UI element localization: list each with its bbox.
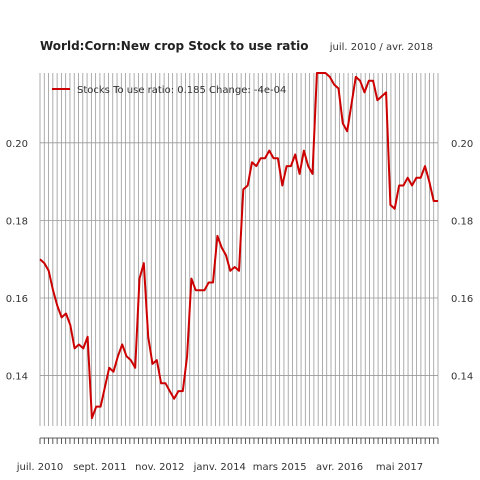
legend: Stocks To use ratio: 0.185 Change: -4e-0…: [52, 85, 286, 96]
y-tick-label-left: 0.20: [6, 139, 28, 150]
x-tick-label: juil. 2010: [16, 462, 63, 473]
x-tick-label: janv. 2014: [193, 462, 246, 473]
y-tick-label-left: 0.14: [6, 372, 28, 383]
y-tick-label-left: 0.18: [6, 216, 28, 227]
y-tick-label-right: 0.14: [451, 372, 473, 383]
y-tick-label-right: 0.18: [451, 216, 473, 227]
series-line: [39, 72, 438, 420]
x-tick-label: sept. 2011: [73, 462, 126, 473]
axes: 0.14 0.14 0.16 0.16 0.18 0.18 0.20 0.20 juil. 20…: [6, 139, 474, 473]
x-tick-label: avr. 2016: [316, 462, 363, 473]
date-range-label: juil. 2010 / avr. 2018: [329, 42, 433, 53]
series-layer: [39, 72, 438, 420]
grid: [39, 73, 439, 426]
legend-label: Stocks To use ratio: 0.185 Change: -4e-0…: [77, 85, 286, 96]
y-tick-label-left: 0.16: [6, 294, 28, 305]
x-tick-label: mai 2017: [376, 462, 423, 473]
y-tick-label-right: 0.20: [451, 139, 473, 150]
x-tick-label: nov. 2012: [135, 462, 184, 473]
y-tick-label-right: 0.16: [451, 294, 473, 305]
chart-title: World:Corn:New crop Stock to use ratio: [40, 39, 308, 53]
x-tick-label: mars 2015: [253, 462, 307, 473]
